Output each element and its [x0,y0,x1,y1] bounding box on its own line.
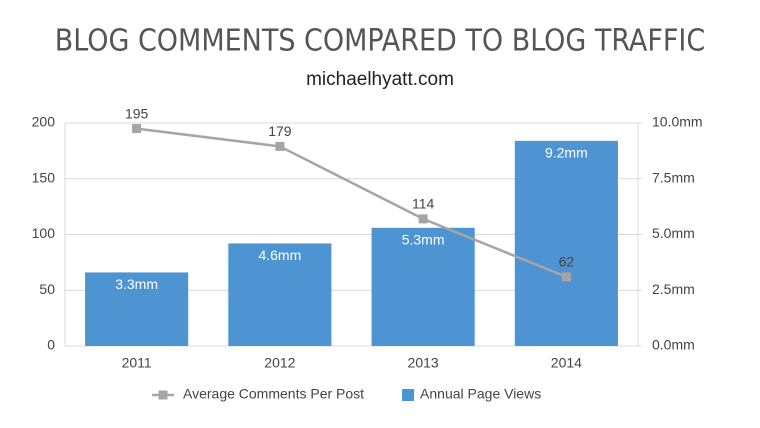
value-label: 62 [559,254,575,270]
y-tick-label: 200 [32,114,56,130]
line [136,127,567,279]
legend-label: Average Comments Per Post [183,386,364,402]
bar [371,227,475,346]
value-label: 179 [268,123,292,139]
x-tick-label: 2014 [551,355,582,371]
line-marker [275,141,285,151]
legend-label: Annual Page Views [420,386,541,402]
line-marker [132,124,142,134]
chart-title: BLOG COMMENTS COMPARED TO BLOG TRAFFIC [55,24,705,59]
value-label: 3.3mm [115,276,158,292]
legend-marker [158,390,168,400]
line-marker [561,272,571,282]
y-tick-label: 0 [47,337,55,353]
value-label: 9.2mm [545,145,588,161]
bar [228,243,332,346]
value-label: 4.6mm [258,247,301,263]
bar [85,272,189,346]
y-tick-label: 50 [39,281,55,297]
y2-tick-label: 5.0mm [652,225,695,241]
y2-tick-label: 10.0mm [652,114,703,130]
chart-subtitle: michaelhyatt.com [306,69,454,90]
value-label: 5.3mm [402,232,445,248]
y2-tick-label: 2.5mm [652,281,695,297]
x-tick-label: 2012 [264,355,295,371]
legend-marker [402,389,415,401]
y-tick-label: 150 [32,169,56,185]
y-tick-label: 100 [32,225,56,241]
value-label: 195 [125,105,149,121]
bar [514,140,618,346]
y2-tick-label: 0.0mm [652,337,695,353]
y2-tick-label: 7.5mm [652,169,695,185]
x-tick-label: 2011 [122,355,152,371]
x-tick-label: 2013 [408,355,439,371]
value-label: 114 [412,196,435,212]
line-marker [418,214,428,224]
